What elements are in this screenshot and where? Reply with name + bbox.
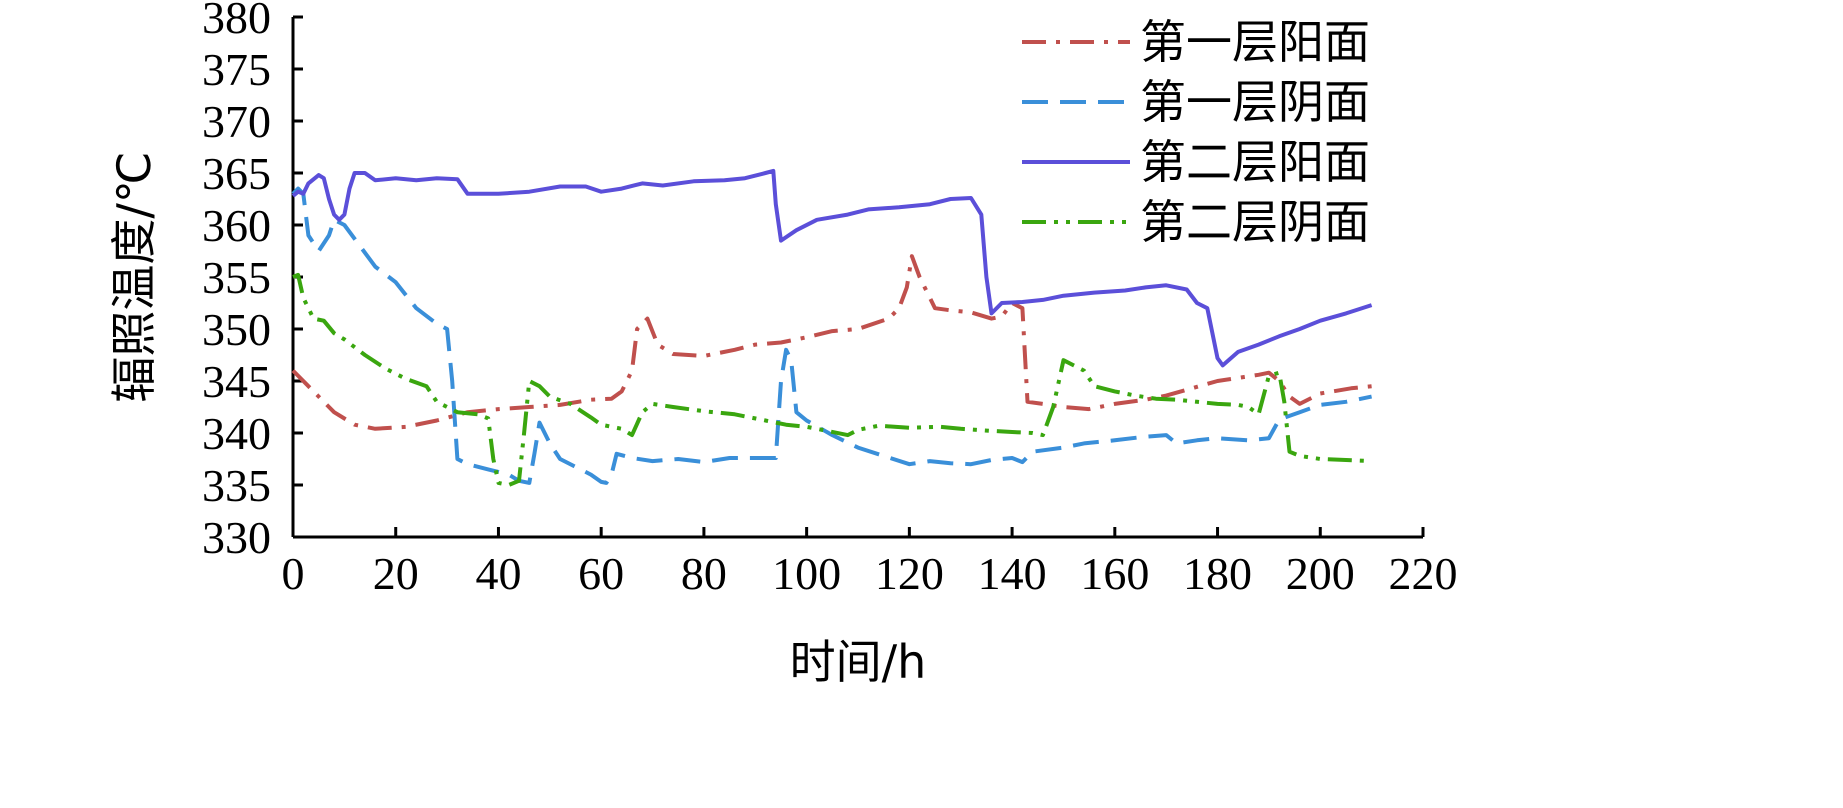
x-tick-label: 0 xyxy=(282,548,305,599)
legend-label-1: 第一层阳面 xyxy=(1140,15,1370,69)
y-tick-label: 350 xyxy=(202,304,271,355)
y-axis-label: 辐照温度/℃ xyxy=(107,151,161,402)
x-axis-label: 时间/h xyxy=(790,635,927,689)
x-tick-label: 140 xyxy=(978,548,1047,599)
series-line-1 xyxy=(291,254,1372,431)
y-tick-label: 365 xyxy=(202,148,271,199)
x-tick-label: 100 xyxy=(772,548,841,599)
series-layer xyxy=(291,168,1373,487)
series-line-4 xyxy=(292,272,1372,487)
x-tick-label: 200 xyxy=(1286,548,1355,599)
y-tick-label: 355 xyxy=(202,252,271,303)
y-tick-label: 380 xyxy=(202,0,271,43)
x-tick-label: 180 xyxy=(1183,548,1252,599)
series-line-3 xyxy=(291,168,1373,368)
legend-label-2: 第一层阴面 xyxy=(1140,75,1370,129)
x-axis-ticks: 0 20 40 60 80 100 120 140 160 180 200 220 xyxy=(282,527,1458,599)
y-tick-label: 360 xyxy=(202,200,271,251)
x-tick-label: 40 xyxy=(475,548,521,599)
legend-label-4: 第二层阴面 xyxy=(1140,195,1370,249)
y-tick-label: 330 xyxy=(202,512,271,563)
x-tick-label: 220 xyxy=(1389,548,1458,599)
y-tick-label: 375 xyxy=(202,44,271,95)
legend-label-3: 第二层阳面 xyxy=(1140,135,1370,189)
x-tick-label: 60 xyxy=(578,548,624,599)
x-tick-label: 160 xyxy=(1080,548,1149,599)
y-tick-label: 370 xyxy=(202,96,271,147)
y-tick-label: 340 xyxy=(202,408,271,459)
series-line-2 xyxy=(291,186,1372,485)
x-tick-label: 120 xyxy=(875,548,944,599)
x-tick-label: 20 xyxy=(373,548,419,599)
y-tick-label: 335 xyxy=(202,460,271,511)
x-tick-label: 80 xyxy=(681,548,727,599)
y-tick-label: 345 xyxy=(202,356,271,407)
